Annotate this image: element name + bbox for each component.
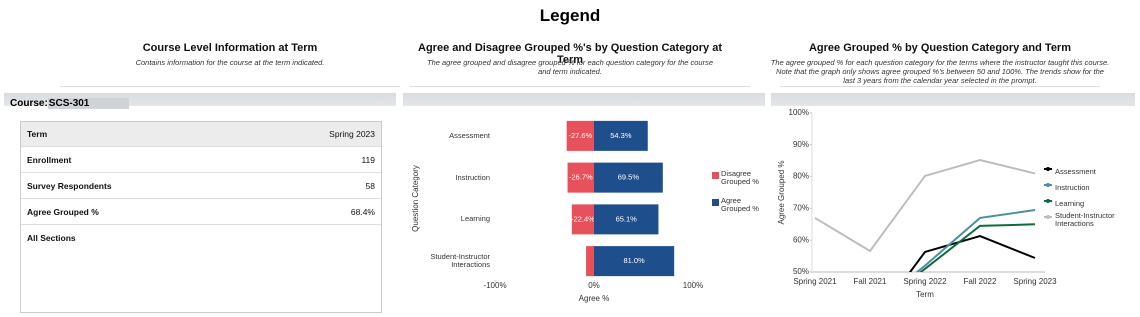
legend-label-box: Assessment xyxy=(1055,167,1096,176)
value-label: -22.4% xyxy=(571,214,595,223)
panel-band xyxy=(403,93,765,106)
bar xyxy=(594,204,659,235)
y-axis-label: Question Category xyxy=(411,165,420,232)
x-tick-label: Spring 2022 xyxy=(903,277,947,286)
row: Enrollment 119 xyxy=(21,146,381,173)
bar xyxy=(594,246,675,277)
row: Survey Respondents 58 xyxy=(21,172,381,199)
series-line xyxy=(919,223,1036,272)
cell: 58 xyxy=(246,172,381,199)
legend-marker xyxy=(1046,183,1050,187)
legend-label-box: Disagree Grouped % xyxy=(721,169,759,186)
value-label: 69.5% xyxy=(618,173,640,182)
y-tick-label: 50% xyxy=(793,267,809,276)
x-tick-label: 0% xyxy=(588,281,600,290)
x-tick-label: -100% xyxy=(483,281,506,290)
divider xyxy=(410,86,750,87)
course-band: Course:SCS-301 xyxy=(4,93,396,109)
category-label: Assessment xyxy=(449,130,490,140)
row: All Sections xyxy=(21,225,381,251)
legend-marker xyxy=(1046,167,1050,171)
category-label-box: Assessment xyxy=(449,130,490,140)
legend-label-box: Agree Grouped % xyxy=(721,196,759,213)
legend-label: Instruction xyxy=(1055,183,1090,192)
legend-swatch xyxy=(712,199,719,206)
plot-area xyxy=(814,159,1036,272)
series-line xyxy=(915,209,1036,272)
panel-subtitle: The agree grouped and disagree grouped %… xyxy=(426,58,714,76)
series-line xyxy=(814,159,1036,253)
y-tick-label: 60% xyxy=(793,235,809,244)
value-label: 81.0% xyxy=(623,256,645,265)
course-label: Course: xyxy=(10,98,48,109)
panel-subtitle: The agree grouped % for each question ca… xyxy=(770,58,1110,85)
category-label: Student-Instructor Interactions xyxy=(430,252,490,270)
value-label: 65.1% xyxy=(616,214,638,223)
cell: 68.4% xyxy=(246,198,381,225)
cell: Agree Grouped % xyxy=(21,198,247,225)
cell: Enrollment xyxy=(21,146,247,173)
row: Agree Grouped % 68.4% xyxy=(21,198,381,225)
bar xyxy=(566,120,594,151)
x-tick-label: Fall 2021 xyxy=(854,277,887,286)
x-tick-label: Spring 2023 xyxy=(1013,277,1057,286)
info-table-box: Term Spring 2023 Enrollment 119 Survey Res… xyxy=(20,121,382,313)
category-label-box: Instruction xyxy=(455,172,490,182)
bar xyxy=(594,162,663,193)
value-label: 54.3% xyxy=(610,131,632,140)
legend-marker xyxy=(1046,215,1050,219)
cell: 119 xyxy=(246,146,381,173)
bar xyxy=(594,120,648,151)
cell: Spring 2023 xyxy=(246,122,381,147)
legend-label: Learning xyxy=(1055,199,1085,208)
legend-label-box: Student-Instructor Interactions xyxy=(1055,211,1115,228)
category-label-box: Student-Instructor Interactions xyxy=(430,252,490,270)
panel-title: Course Level Information at Term xyxy=(142,42,318,54)
legend-label: Agree Grouped % xyxy=(721,196,759,213)
category-label: Instruction xyxy=(455,172,490,182)
course-code: SCS-301 xyxy=(47,98,130,109)
bar xyxy=(586,246,594,277)
bar xyxy=(571,204,594,235)
x-tick-label: Spring 2021 xyxy=(793,277,837,286)
series-line xyxy=(908,235,1036,272)
category-label-box: Learning xyxy=(460,214,490,224)
cell: All Sections xyxy=(27,232,76,243)
legend-label: Disagree Grouped % xyxy=(721,169,759,186)
y-tick-label: 90% xyxy=(793,140,809,149)
bar xyxy=(567,162,594,193)
category-label: Learning xyxy=(460,214,490,224)
legend-label: Assessment xyxy=(1055,167,1096,176)
y-axis-label: Agree Grouped % xyxy=(777,160,786,224)
divider xyxy=(780,86,1100,87)
panel-title: Agree Grouped % by Question Category and… xyxy=(808,42,1071,54)
x-axis-label: Agree % xyxy=(579,294,610,303)
x-tick-label: Fall 2022 xyxy=(964,277,997,286)
value-label: -26.7% xyxy=(569,173,593,182)
legend-label: Student-Instructor Interactions xyxy=(1055,211,1115,228)
page-title: Legend xyxy=(539,6,601,25)
cell: Term xyxy=(21,122,247,147)
legend-label-box: Instruction xyxy=(1055,183,1090,192)
cell: Survey Respondents xyxy=(21,172,247,199)
value-label: -27.6% xyxy=(568,131,592,140)
x-tick-label: 100% xyxy=(683,281,703,290)
divider xyxy=(60,86,400,87)
y-tick-label: 80% xyxy=(793,172,809,181)
legend-marker xyxy=(1046,199,1050,203)
legend-swatch xyxy=(712,172,719,179)
legend-label-box: Learning xyxy=(1055,199,1085,208)
y-tick-label: 70% xyxy=(793,204,809,213)
x-axis-label: Term xyxy=(916,290,934,299)
info-table: Term Spring 2023 Enrollment 119 Survey Res… xyxy=(21,122,381,250)
y-tick-label: 100% xyxy=(789,108,809,117)
panel-subtitle: Contains information for the course at t… xyxy=(135,58,325,67)
row: Term Spring 2023 xyxy=(21,122,381,147)
panel-band xyxy=(771,93,1135,106)
panel-title: Agree and Disagree Grouped %'s by Questi… xyxy=(418,42,722,66)
